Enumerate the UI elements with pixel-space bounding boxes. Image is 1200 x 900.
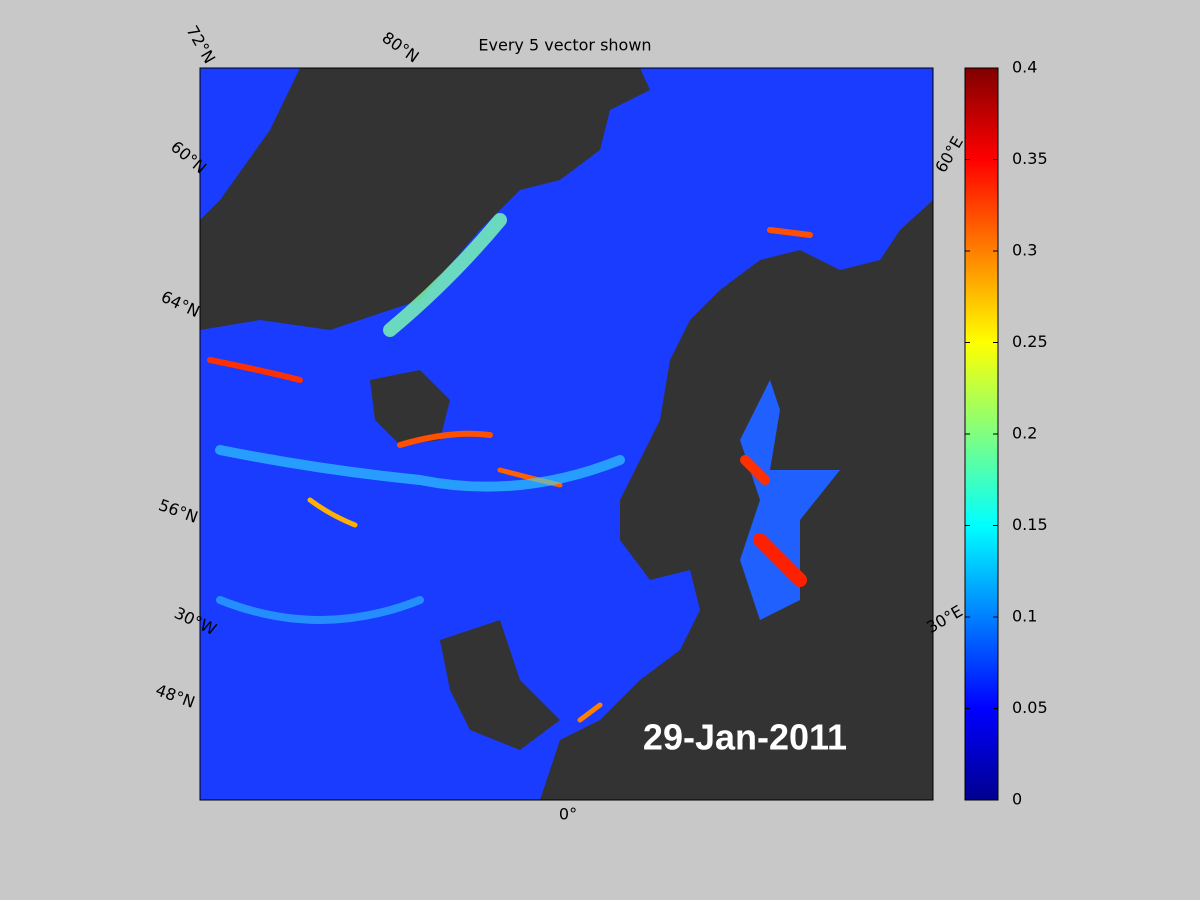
map: 29-Jan-2011: [200, 68, 933, 800]
colorbar-tick-label: 0.15: [1012, 515, 1048, 534]
lat-label: 64°N: [158, 287, 203, 321]
colorbar-tick-label: 0.25: [1012, 332, 1048, 351]
date-label: 29-Jan-2011: [643, 717, 847, 758]
lat-label: 56°N: [156, 495, 200, 527]
title: Every 5 vector shown: [478, 36, 651, 55]
iceland: [370, 370, 450, 445]
lon-label: 0°: [559, 805, 577, 824]
baltic-sea: [740, 380, 840, 620]
britain: [440, 620, 560, 750]
ocean: [200, 68, 933, 800]
lat-label: 48°N: [153, 680, 197, 712]
colorbar-tick-label: 0: [1012, 790, 1022, 809]
colorbar-tick-label: 0.05: [1012, 698, 1048, 717]
lat-label: 72°N: [183, 22, 220, 66]
lon-label: 60°E: [931, 133, 967, 176]
colorbar-tick-label: 0.3: [1012, 241, 1037, 260]
colorbar: [964, 67, 999, 801]
colorbar-tick-label: 0.2: [1012, 424, 1037, 443]
colorbar-tick-label: 0.1: [1012, 607, 1037, 626]
map-frame: [199, 67, 934, 801]
colorbar-tick-label: 0.35: [1012, 149, 1048, 168]
colorbar-tick-label: 0.4: [1012, 58, 1037, 77]
lat-label: 80°N: [379, 28, 423, 67]
current-streaks: [207, 213, 813, 723]
ocean: [200, 68, 300, 220]
